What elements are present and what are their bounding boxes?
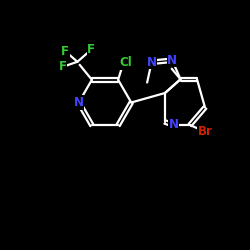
Text: N: N: [74, 96, 84, 109]
Text: F: F: [62, 45, 70, 58]
Text: Cl: Cl: [119, 56, 132, 69]
Text: Br: Br: [198, 125, 212, 138]
Text: F: F: [59, 60, 67, 73]
Text: N: N: [146, 56, 156, 69]
Text: N: N: [167, 54, 177, 67]
Text: F: F: [87, 43, 95, 56]
Text: N: N: [169, 118, 179, 132]
